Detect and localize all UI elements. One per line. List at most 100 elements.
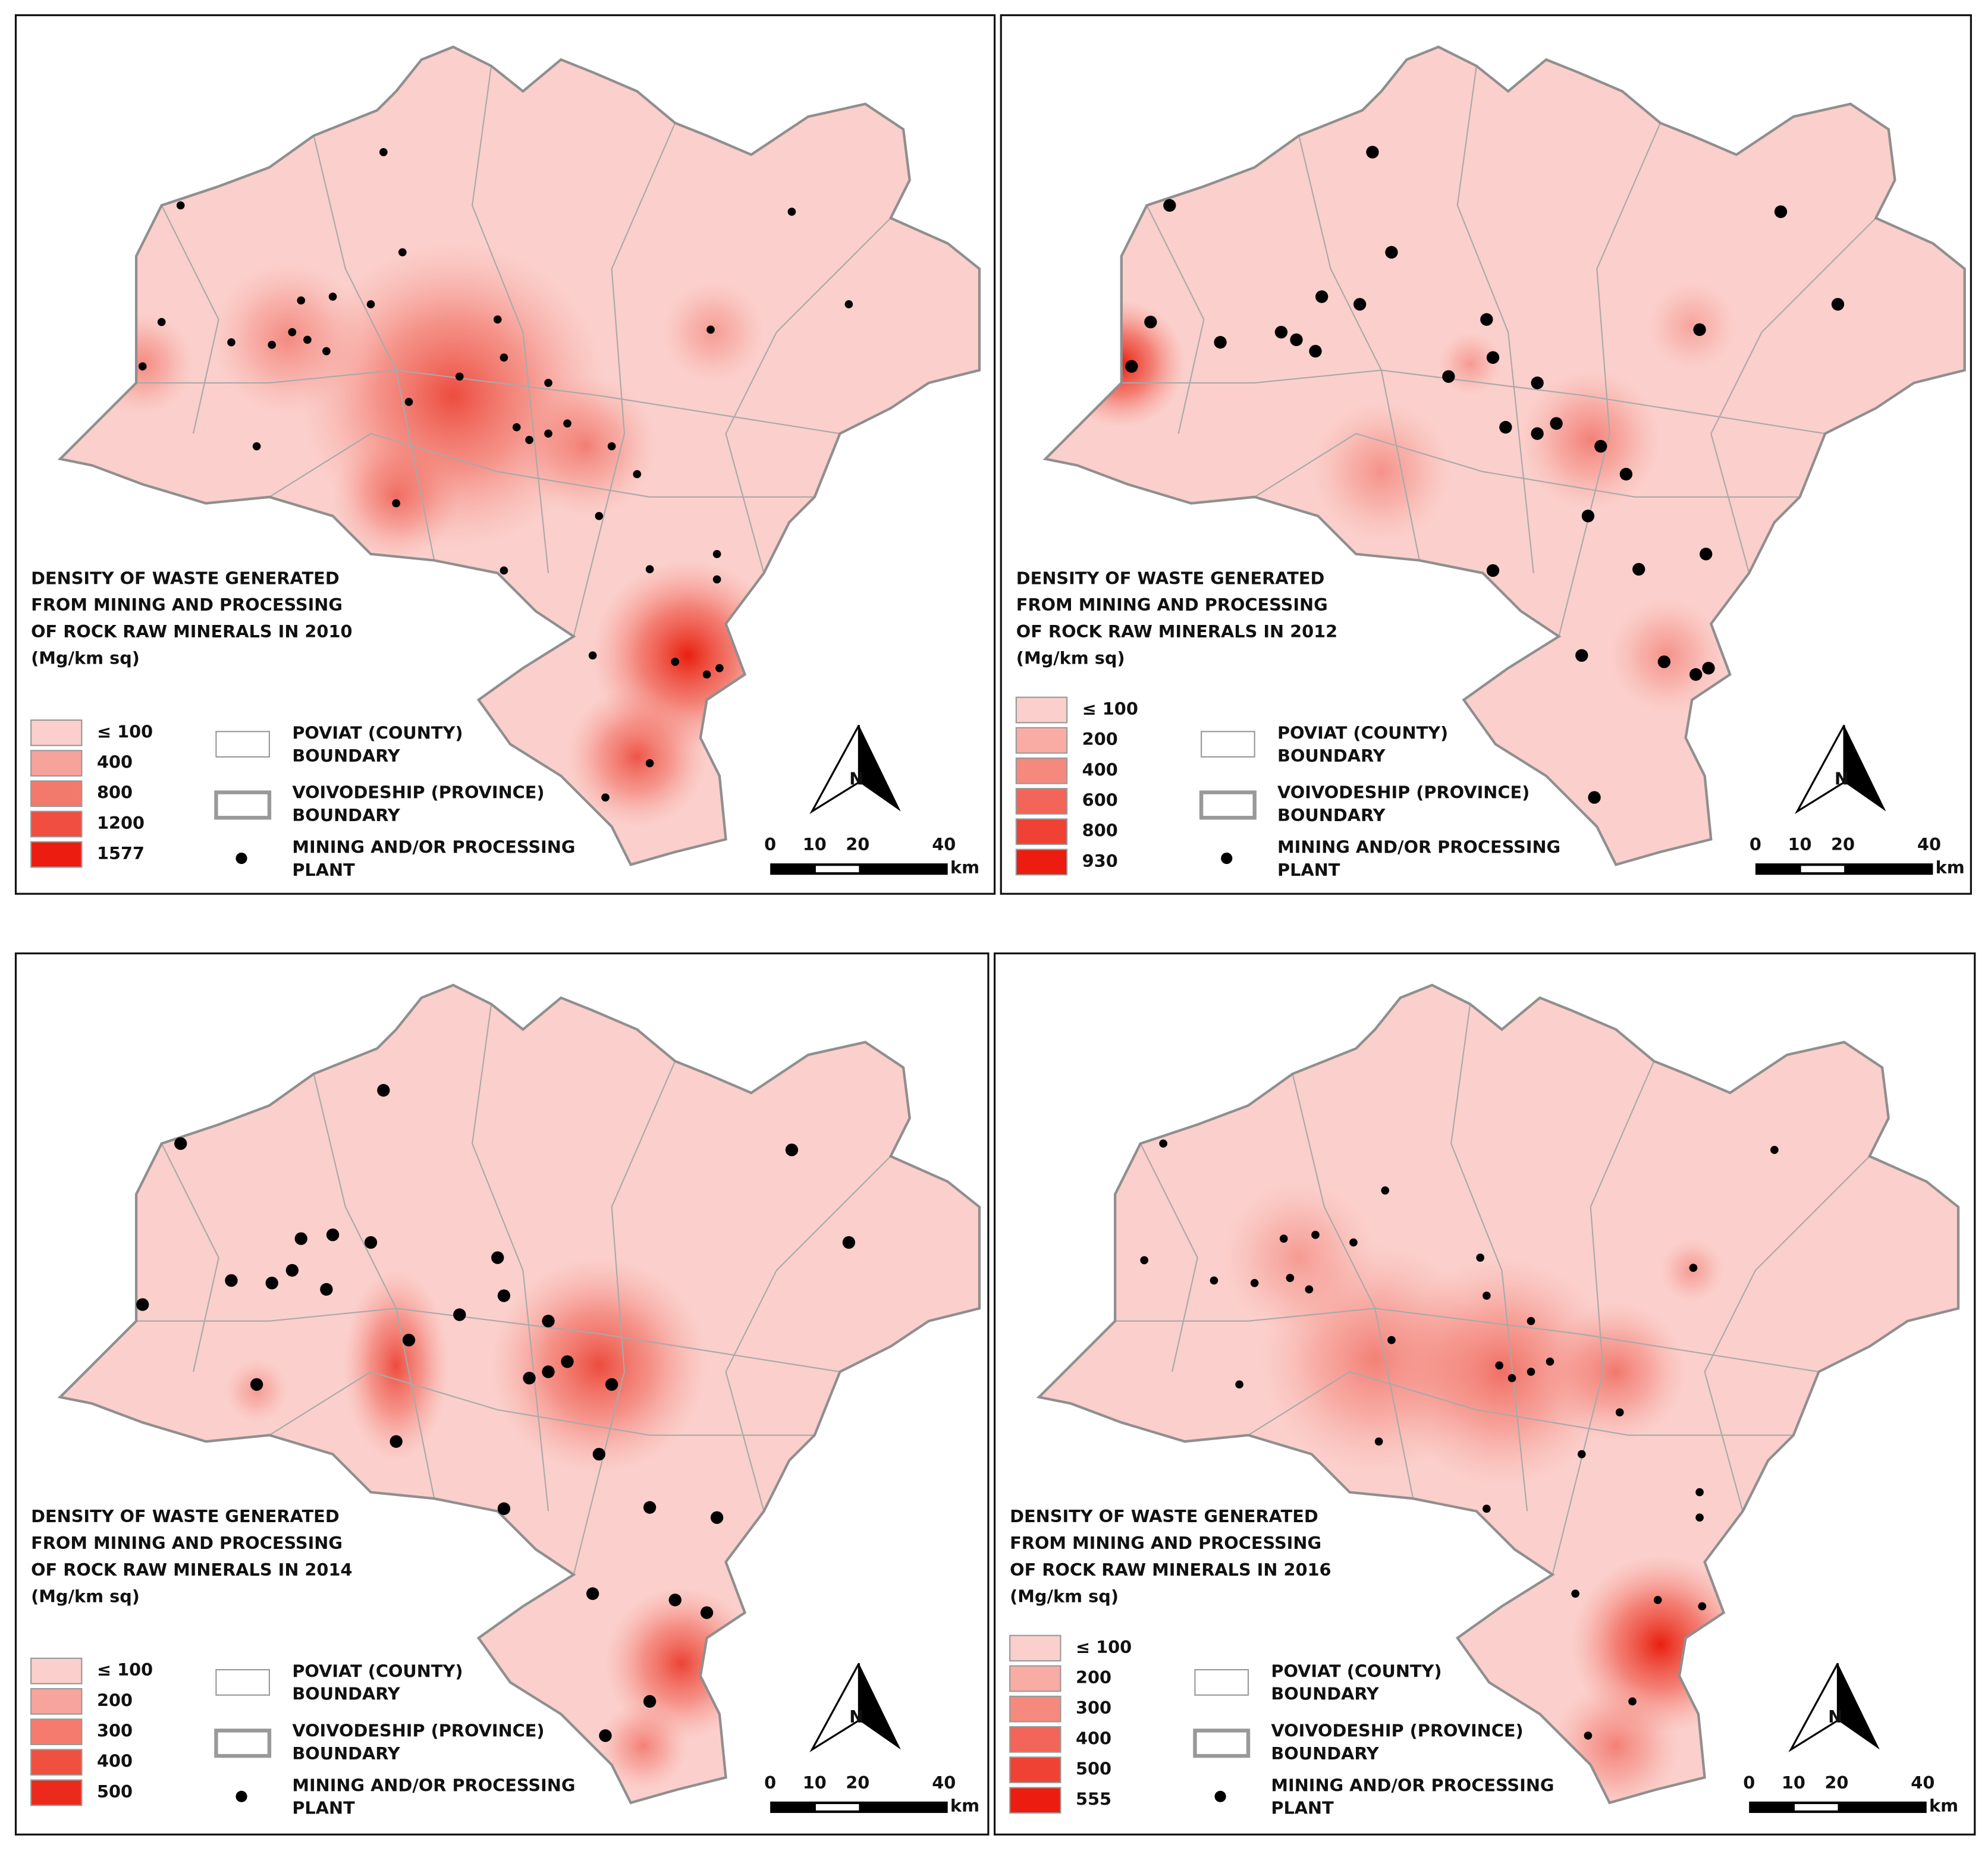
legend-swatch <box>30 780 83 807</box>
plant-marker <box>1499 420 1512 434</box>
plant-marker <box>1657 655 1671 668</box>
plant-marker <box>1770 1146 1779 1154</box>
legend-item-label: POVIAT (COUNTY) <box>1277 723 1448 743</box>
plant-marker <box>303 335 312 344</box>
density-hotspot <box>1311 401 1452 542</box>
county-boundary <box>136 1308 840 1373</box>
legend-unit: (Mg/km sq) <box>1010 1586 1119 1607</box>
plant-marker <box>250 1378 263 1391</box>
legend-title: DENSITY OF WASTE GENERATED <box>1016 568 1325 588</box>
legend-item-label: BOUNDARY <box>292 746 401 766</box>
scale-label: 40 <box>932 834 956 854</box>
legend-item-label: BOUNDARY <box>292 1743 401 1764</box>
plant-marker <box>542 1315 555 1328</box>
plant-marker <box>700 1606 714 1619</box>
plant-marker <box>1774 205 1788 218</box>
legend-label: 600 <box>1082 790 1118 810</box>
plant-marker <box>320 1283 333 1296</box>
legend-swatch <box>1009 1756 1061 1783</box>
legend-label: 930 <box>1082 851 1118 871</box>
plant-marker <box>1527 1316 1535 1325</box>
legend-label: 400 <box>97 752 133 772</box>
plant-marker <box>1831 298 1845 311</box>
county-boundary <box>1450 1004 1528 1511</box>
north-arrow-right <box>1838 1663 1880 1750</box>
plant-marker <box>1305 1285 1314 1294</box>
plant-marker <box>643 1695 657 1708</box>
plant-marker <box>1628 1697 1637 1706</box>
plant-marker <box>1632 562 1645 576</box>
map-panel: DENSITY OF WASTE GENERATED FROM MINING AN… <box>14 952 990 1836</box>
density-hotspot <box>567 687 707 827</box>
legend-unit: (Mg/km sq) <box>1016 648 1125 668</box>
plant-marker <box>297 296 306 305</box>
plant-marker <box>174 1137 187 1150</box>
legend-item-label: POVIAT (COUNTY) <box>292 1661 463 1681</box>
legend-swatch <box>1015 727 1068 754</box>
legend-swatch <box>30 750 83 777</box>
plant-marker <box>645 565 654 574</box>
north-label: N <box>1828 1707 1842 1727</box>
plant-marker <box>1527 1368 1535 1376</box>
county-boundary <box>573 122 676 637</box>
plant-marker <box>1144 315 1157 329</box>
legend-swatch <box>30 1688 83 1715</box>
plant-marker <box>404 398 413 406</box>
plant-marker <box>1546 1357 1554 1366</box>
legend-swatch <box>1015 848 1068 876</box>
plant-marker <box>1689 1264 1698 1272</box>
plant-marker <box>595 511 604 520</box>
north-arrow-right <box>859 725 901 812</box>
plant-marker <box>643 1501 657 1514</box>
legend-swatch <box>1015 757 1068 784</box>
plant-marker <box>1689 668 1703 681</box>
legend-item-label: PLANT <box>292 1798 355 1818</box>
legend-title: OF ROCK RAW MINERALS IN 2014 <box>31 1560 352 1580</box>
province-swatch <box>214 1729 272 1758</box>
legend-label: 200 <box>1076 1667 1111 1687</box>
scale-unit: km <box>1929 1795 1958 1815</box>
scale-bar-segment <box>815 866 859 872</box>
county-boundary <box>1298 135 1420 561</box>
plant-marker <box>844 300 853 309</box>
scale-label: 0 <box>764 834 776 854</box>
plant-marker <box>1374 1437 1383 1446</box>
plant-swatch <box>1214 1790 1226 1802</box>
county-boundary <box>1552 1061 1655 1575</box>
plant-marker <box>1495 1361 1504 1370</box>
north-label: N <box>1835 768 1849 788</box>
legend-title: FROM MINING AND PROCESSING <box>31 1533 343 1553</box>
plant-marker <box>787 208 796 216</box>
plant-marker <box>633 470 642 479</box>
scale-unit: km <box>950 857 979 878</box>
plant-marker <box>1290 333 1303 347</box>
plant-marker <box>1311 1230 1320 1239</box>
plant-marker <box>1594 439 1607 453</box>
county-boundary <box>1704 1155 1870 1511</box>
plant-marker <box>601 793 610 802</box>
scale-label: 10 <box>803 834 827 854</box>
county-boundary <box>1139 1143 1198 1372</box>
legend-item-label: MINING AND/OR PROCESSING <box>1277 837 1560 857</box>
legend-swatch <box>1009 1665 1061 1692</box>
plant-marker <box>497 1502 511 1515</box>
legend-label: 800 <box>1082 821 1118 841</box>
plant-marker <box>136 1298 149 1311</box>
scale-label: 0 <box>764 1773 776 1793</box>
legend-swatch <box>1009 1695 1061 1723</box>
county-boundary <box>136 369 840 435</box>
plant-marker <box>563 419 571 428</box>
plant-marker <box>1442 370 1455 383</box>
density-hotspot <box>491 1258 707 1473</box>
plant-marker <box>842 1236 856 1249</box>
plant-marker <box>453 1308 466 1321</box>
north-label: N <box>849 768 863 788</box>
plant-marker <box>377 1084 390 1097</box>
legend-label: 300 <box>97 1721 133 1741</box>
scale-label: 20 <box>1831 834 1855 854</box>
density-hotspot <box>1387 1258 1616 1486</box>
legend-title: DENSITY OF WASTE GENERATED <box>31 1506 340 1526</box>
county-boundary <box>1456 65 1534 573</box>
plant-marker <box>588 651 597 660</box>
